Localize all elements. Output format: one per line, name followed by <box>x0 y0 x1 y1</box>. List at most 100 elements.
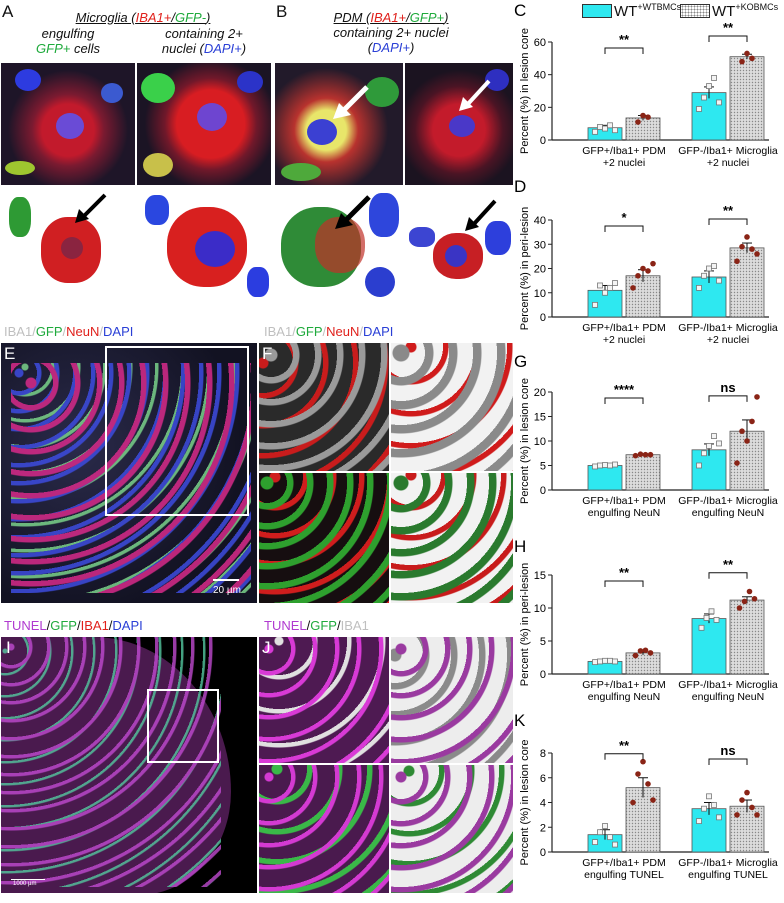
data-point-ko <box>754 394 760 400</box>
data-point-wt <box>607 122 613 129</box>
significance-bracket <box>604 47 644 54</box>
data-point-wt <box>612 658 618 665</box>
data-point-wt <box>597 282 603 289</box>
y-tick-label: 15 <box>534 570 546 582</box>
data-point-wt <box>711 802 717 808</box>
data-point-ko <box>734 258 740 265</box>
data-point-wt <box>706 265 712 272</box>
significance-bracket <box>604 753 644 760</box>
arrow-icon <box>75 193 107 223</box>
y-tick-label: 0 <box>540 669 546 681</box>
data-point-wt <box>612 841 618 848</box>
x-category-label: +2 nuclei <box>603 334 645 346</box>
significance-label: **** <box>614 382 635 397</box>
significance-bracket <box>604 225 644 232</box>
data-point-ko <box>637 648 644 654</box>
data-point-wt <box>607 657 613 664</box>
y-tick-label: 5 <box>540 461 546 473</box>
significance-label: ** <box>723 557 734 572</box>
significance-bracket <box>708 572 748 579</box>
y-tick-label: 0 <box>540 312 546 324</box>
x-category-label: engulfing TUNEL <box>584 869 664 881</box>
x-category-label: +2 nuclei <box>603 157 645 169</box>
data-point-wt <box>711 263 717 269</box>
panel-j-stain-legend: TUNEL/GFP/IBA1 <box>264 618 369 633</box>
micrograph-b1 <box>274 62 404 186</box>
data-point-wt <box>708 608 715 615</box>
panel-label-f: F <box>262 344 273 363</box>
y-axis-label: Percent (%) in lesion core <box>519 740 531 866</box>
bar-ko <box>625 275 661 318</box>
significance-bracket <box>604 397 644 404</box>
data-point-wt <box>602 823 608 829</box>
data-point-ko <box>749 246 755 252</box>
micrograph-j1 <box>258 636 390 764</box>
bar-wt <box>691 449 727 491</box>
data-point-ko <box>739 243 745 250</box>
significance-bracket <box>708 35 748 42</box>
significance-label: ** <box>619 738 630 753</box>
data-point-wt <box>602 462 608 468</box>
legend-swatch-wt <box>582 4 612 18</box>
legend-label-wt: WT+WTBMCs <box>614 2 682 20</box>
bar-ko <box>625 454 661 491</box>
x-category-label: engulfing NeuN <box>588 691 660 703</box>
y-tick-label: 0 <box>540 847 546 859</box>
data-point-ko <box>642 647 649 654</box>
data-point-ko <box>739 797 745 803</box>
data-point-wt <box>602 657 608 664</box>
x-category-label: GFP+/Iba1+ PDM <box>582 679 665 691</box>
data-point-wt <box>706 793 712 800</box>
y-axis-label: Percent (%) in peri-lesion <box>519 207 531 331</box>
x-category-label: GFP+/Iba1+ PDM <box>582 857 665 869</box>
data-point-ko <box>751 595 758 602</box>
micrograph-e: 20 µm <box>0 342 258 604</box>
micrograph-j4 <box>390 764 514 894</box>
data-point-ko <box>744 438 750 444</box>
significance-bracket <box>708 758 748 765</box>
micrograph-j2 <box>390 636 514 764</box>
data-point-wt <box>592 301 598 308</box>
micrograph-a2 <box>136 62 272 186</box>
y-tick-label: 40 <box>534 70 546 82</box>
data-point-ko <box>650 260 656 267</box>
data-point-ko <box>739 428 745 435</box>
x-category-label: GFP-/Iba1+ Microglia <box>678 679 778 691</box>
data-point-wt <box>612 461 618 468</box>
y-axis-label: Percent (%) in lesion core <box>519 378 531 504</box>
scale-label: 1000 µm <box>13 881 37 887</box>
y-tick-label: 0 <box>540 485 546 497</box>
significance-bracket <box>604 580 644 587</box>
y-axis-label: Percent (%) in peri-lesion <box>519 563 531 687</box>
y-tick-label: 10 <box>534 603 546 615</box>
data-point-wt <box>701 94 707 101</box>
data-point-wt <box>592 659 598 666</box>
y-tick-label: 4 <box>540 798 546 810</box>
data-point-wt <box>711 75 717 81</box>
panel-i-stain-legend: TUNEL/GFP/IBA1/DAPI <box>4 618 143 633</box>
data-point-ko <box>744 789 750 796</box>
data-point-wt <box>696 284 702 291</box>
inset-box <box>105 346 249 516</box>
data-point-wt <box>716 814 722 821</box>
arrow-icon <box>335 195 371 229</box>
micrograph-b3 <box>274 186 404 310</box>
scale-label: 20 µm <box>213 585 241 596</box>
data-point-wt <box>597 658 603 665</box>
significance-label: * <box>621 210 627 225</box>
panel-label-j: J <box>262 638 271 657</box>
bar-ko <box>729 56 765 141</box>
bar-ko <box>729 247 765 318</box>
legend-swatch-ko <box>680 4 710 18</box>
data-point-ko <box>749 55 755 62</box>
x-category-label: +2 nuclei <box>707 334 749 346</box>
significance-bracket <box>708 395 748 402</box>
data-point-ko <box>645 781 651 787</box>
x-category-label: engulfing TUNEL <box>688 869 768 881</box>
data-point-wt <box>713 616 720 623</box>
data-point-wt <box>612 127 618 134</box>
data-point-ko <box>744 50 750 57</box>
data-point-wt <box>696 462 702 469</box>
data-point-ko <box>632 652 639 659</box>
x-category-label: engulfing NeuN <box>692 691 764 703</box>
